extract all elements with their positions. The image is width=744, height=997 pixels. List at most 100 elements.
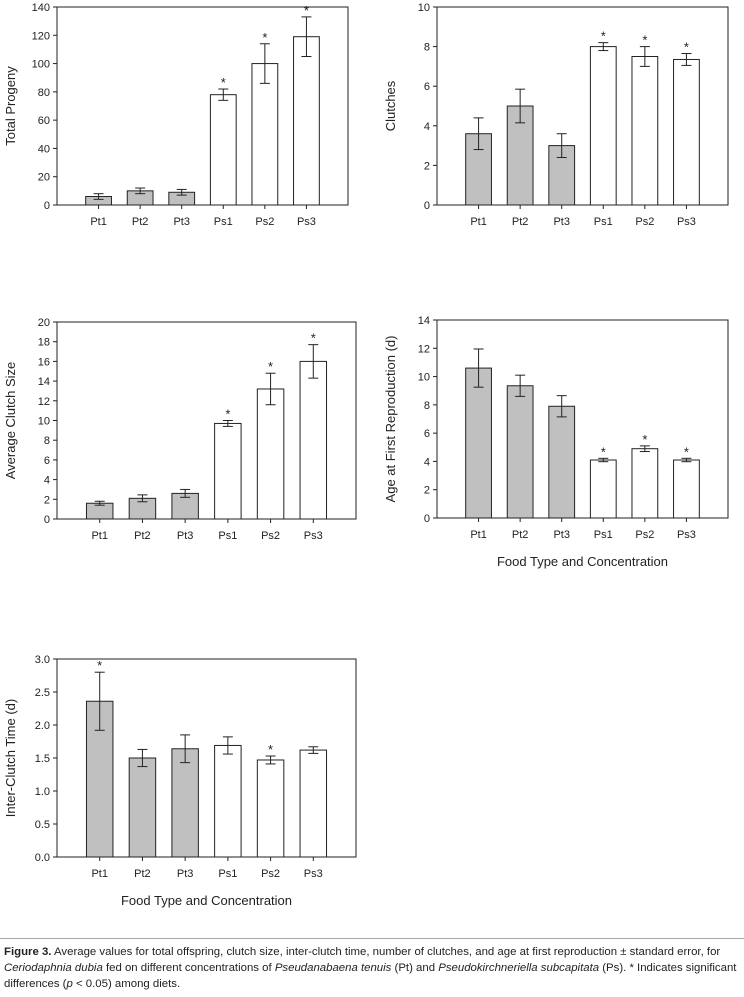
bar-pt3 xyxy=(171,748,199,858)
significance-asterisk: * xyxy=(642,432,647,447)
y-tick-label: 2 xyxy=(424,485,430,497)
bar-ps2 xyxy=(631,56,659,206)
significance-asterisk: * xyxy=(311,331,316,346)
bar-pt3 xyxy=(548,405,576,519)
x-tick-label-ps2: Ps2 xyxy=(635,529,654,541)
bar-ps1 xyxy=(214,744,242,858)
x-tick-label-ps2: Ps2 xyxy=(261,868,280,880)
y-tick-label: 2 xyxy=(44,494,50,506)
y-tick-label: 60 xyxy=(38,115,50,127)
x-tick-label-pt1: Pt1 xyxy=(91,868,108,880)
caption-text-3: (Pt) and xyxy=(391,962,439,974)
x-tick-label-ps3: Ps3 xyxy=(297,216,316,228)
x-tick-label-pt1: Pt1 xyxy=(91,530,108,542)
caption-species-pseudokirchneriella: Pseudokirchneriella subcapitata xyxy=(438,962,600,974)
caption-species-ceriodaphnia: Ceriodaphnia dubia xyxy=(4,962,103,974)
x-tick-label-pt3: Pt3 xyxy=(553,216,570,228)
caption-text-5: < 0.05) among diets. xyxy=(72,978,181,990)
significance-asterisk: * xyxy=(684,444,689,459)
plot-frame xyxy=(56,6,349,206)
x-tick-label-ps3: Ps3 xyxy=(304,868,323,880)
bar-ps2 xyxy=(256,759,285,858)
y-tick-label: 0 xyxy=(424,200,430,212)
y-tick-label: 0 xyxy=(424,513,430,525)
caption-text-1: Average values for total offspring, clut… xyxy=(51,946,721,958)
y-tick-label: 20 xyxy=(38,172,50,184)
bar-ps1 xyxy=(209,94,237,206)
y-tick-label: 6 xyxy=(424,81,430,93)
y-axis-title: Total Progeny xyxy=(3,66,18,146)
x-tick-label-pt3: Pt3 xyxy=(173,216,190,228)
bar-ps1 xyxy=(214,422,242,520)
significance-asterisk: * xyxy=(601,444,606,459)
x-tick-label-ps1: Ps1 xyxy=(214,216,233,228)
x-tick-label-pt3: Pt3 xyxy=(177,530,194,542)
plot-frame xyxy=(436,319,729,519)
x-tick-label-ps3: Ps3 xyxy=(304,530,323,542)
x-tick-label-pt2: Pt2 xyxy=(512,529,529,541)
bar-ps2 xyxy=(251,63,279,206)
x-tick-label-ps2: Ps2 xyxy=(255,216,274,228)
y-tick-label: 4 xyxy=(44,475,50,487)
y-tick-label: 3.0 xyxy=(35,654,50,666)
y-tick-label: 14 xyxy=(38,376,50,388)
bar-ps3 xyxy=(673,459,700,519)
bar-ps2 xyxy=(256,388,285,520)
y-tick-label: 6 xyxy=(44,455,50,467)
y-tick-label: 100 xyxy=(32,59,50,71)
x-tick-label-pt1: Pt1 xyxy=(90,216,107,228)
significance-asterisk: * xyxy=(304,3,309,18)
x-tick-label-ps2: Ps2 xyxy=(261,530,280,542)
significance-asterisk: * xyxy=(221,75,226,90)
chart-total-progeny: 0 20 40 60 80 100 120 140 Pt1 Pt2 Pt3 Ps1 * Ps2 * Ps3 * T… xyxy=(3,2,349,228)
y-tick-label: 2.0 xyxy=(35,720,50,732)
y-tick-label: 0 xyxy=(44,514,50,526)
y-tick-label: 14 xyxy=(418,315,430,327)
y-tick-label: 10 xyxy=(418,372,430,384)
x-tick-label-ps1: Ps1 xyxy=(594,529,613,541)
y-tick-label: 18 xyxy=(38,337,50,349)
y-tick-label: 1.0 xyxy=(35,786,50,798)
caption-species-pseudanabaena: Pseudanabaena tenuis xyxy=(274,962,392,974)
x-tick-label-ps2: Ps2 xyxy=(635,216,654,228)
y-tick-label: 2 xyxy=(424,160,430,172)
x-tick-label-ps1: Ps1 xyxy=(218,530,237,542)
significance-asterisk: * xyxy=(262,30,267,45)
y-tick-label: 10 xyxy=(38,416,50,428)
x-axis-title: Food Type and Concentration xyxy=(121,893,292,908)
y-tick-label: 8 xyxy=(424,42,430,54)
y-tick-label: 12 xyxy=(38,396,50,408)
bar-ps2 xyxy=(631,448,659,519)
chart-age-at-first-reproduction: 0 2 4 6 8 10 12 14 Pt1 Pt2 Pt3 Ps1 * Ps2 * Ps3 * Age at F… xyxy=(383,315,729,569)
y-axis-title: Age at First Reproduction (d) xyxy=(383,336,398,503)
bar-ps3 xyxy=(673,58,700,206)
bar-ps1 xyxy=(589,46,617,206)
significance-asterisk: * xyxy=(268,742,273,757)
y-axis-title: Inter-Clutch Time (d) xyxy=(3,699,18,817)
x-axis-title: Food Type and Concentration xyxy=(497,554,668,569)
x-tick-label-pt2: Pt2 xyxy=(512,216,529,228)
y-tick-label: 10 xyxy=(418,2,430,14)
y-tick-label: 0.5 xyxy=(35,819,50,831)
bar-ps3 xyxy=(293,36,320,206)
bar-ps3 xyxy=(299,749,328,858)
y-tick-label: 1.5 xyxy=(35,753,50,765)
x-tick-label-ps3: Ps3 xyxy=(677,216,696,228)
x-tick-label-pt2: Pt2 xyxy=(134,868,151,880)
caption-figure-label: Figure 3. xyxy=(4,946,52,958)
y-tick-label: 140 xyxy=(32,2,50,14)
significance-asterisk: * xyxy=(225,407,230,422)
caption-divider xyxy=(0,938,744,939)
y-axis-title: Clutches xyxy=(383,80,398,131)
x-tick-label-ps1: Ps1 xyxy=(218,868,237,880)
y-tick-label: 120 xyxy=(32,30,50,42)
figure-caption: Figure 3. Average values for total offsp… xyxy=(4,944,742,992)
caption-p-symbol: p xyxy=(66,978,73,990)
x-tick-label-pt2: Pt2 xyxy=(134,530,151,542)
y-tick-label: 4 xyxy=(424,456,430,468)
chart-inter-clutch-time: 0.0 0.5 1.0 1.5 2.0 2.5 3.0 Pt1 * Pt2 Pt3 Ps1 Ps2 * Ps… xyxy=(3,654,357,908)
y-tick-label: 8 xyxy=(44,435,50,447)
caption-text-2: fed on different concentrations of xyxy=(102,962,275,974)
bar-pt2 xyxy=(506,105,534,206)
